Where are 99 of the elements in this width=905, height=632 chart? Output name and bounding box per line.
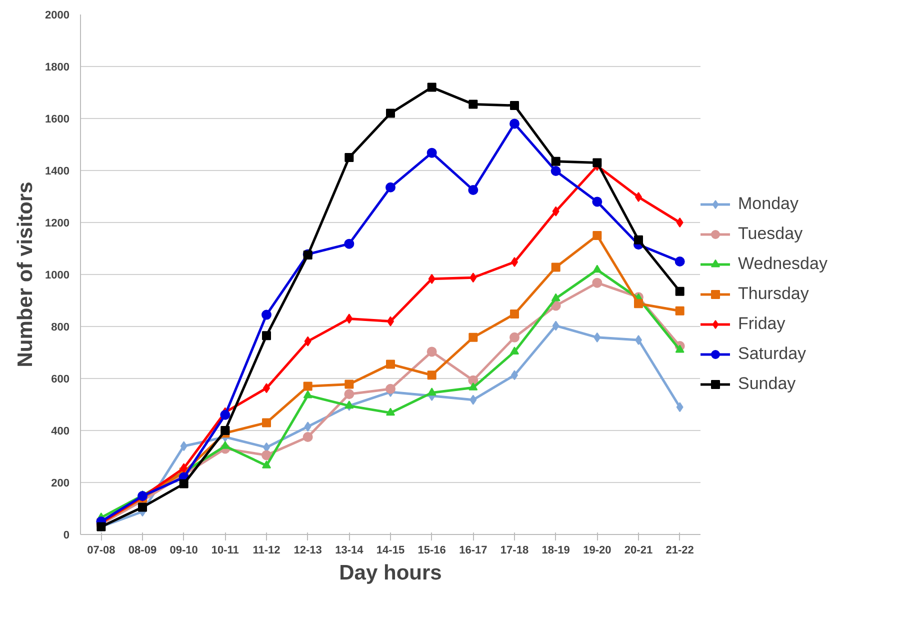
point <box>426 346 437 357</box>
point <box>346 314 353 324</box>
point <box>552 206 560 216</box>
point <box>676 218 684 228</box>
x-tick-label: 14-15 <box>376 544 405 556</box>
point <box>551 293 560 302</box>
point <box>675 344 684 353</box>
point <box>262 418 271 428</box>
point <box>510 332 520 342</box>
point <box>220 440 230 449</box>
y-tick-label: 600 <box>51 374 70 386</box>
point <box>180 463 188 474</box>
point <box>634 299 643 308</box>
point <box>594 332 601 342</box>
x-tick-label: 15-16 <box>418 544 446 556</box>
legend-label: Tuesday <box>738 224 803 244</box>
point <box>592 278 602 288</box>
y-tick-label: 0 <box>63 530 70 542</box>
point <box>344 238 354 249</box>
point <box>262 331 271 340</box>
legend-label: Thursday <box>738 284 809 304</box>
point <box>592 196 602 207</box>
y-tick-label: 400 <box>51 426 70 438</box>
legend-label: Wednesday <box>738 254 828 274</box>
point <box>510 118 520 129</box>
point <box>262 450 272 460</box>
x-tick-label: 08-09 <box>128 544 157 556</box>
point <box>386 408 395 416</box>
x-tick-label: 11-12 <box>252 544 280 556</box>
y-tick-label: 1000 <box>45 270 70 282</box>
x-tick-label: 07-08 <box>87 544 116 556</box>
x-tick-label: 12-13 <box>294 544 322 556</box>
point <box>386 360 395 369</box>
point <box>550 166 561 176</box>
point <box>262 310 272 320</box>
point <box>220 410 230 420</box>
point <box>510 346 519 355</box>
y-tick-label: 1400 <box>45 166 70 178</box>
point <box>592 158 602 168</box>
point <box>304 422 312 432</box>
legend-label: Sunday <box>738 374 796 394</box>
point <box>302 432 313 442</box>
point <box>304 336 312 346</box>
y-axis-title: Number of visitors <box>14 182 38 368</box>
legend-label: Saturday <box>738 344 806 364</box>
point <box>344 380 354 389</box>
point <box>551 262 560 272</box>
x-tick-label: 10-11 <box>211 544 239 556</box>
x-axis-title: Day hours <box>339 562 442 584</box>
point <box>468 382 478 390</box>
y-tick-label: 2000 <box>45 10 70 22</box>
point <box>510 101 519 110</box>
point <box>634 235 643 244</box>
point <box>386 182 396 192</box>
point <box>303 382 312 391</box>
point <box>386 108 395 118</box>
point <box>180 441 188 452</box>
point <box>426 148 437 158</box>
point <box>470 394 477 405</box>
x-tick-label: 20-21 <box>624 544 653 556</box>
point <box>674 256 685 266</box>
point <box>179 479 188 488</box>
point <box>468 332 478 342</box>
point <box>262 460 271 468</box>
point <box>468 185 478 195</box>
point <box>427 370 436 380</box>
point <box>386 384 396 394</box>
x-tick-label: 17-18 <box>500 544 529 556</box>
point <box>552 320 560 331</box>
point <box>344 389 354 400</box>
x-tick-label: 21-22 <box>666 544 694 556</box>
point <box>427 388 436 396</box>
point <box>138 502 147 512</box>
point <box>592 231 602 240</box>
point <box>675 286 684 296</box>
point <box>510 310 519 319</box>
point <box>551 156 560 166</box>
point <box>303 390 312 398</box>
x-tick-label: 19-20 <box>583 544 612 556</box>
x-tick-label: 09-10 <box>170 544 198 556</box>
point <box>468 100 478 109</box>
point <box>428 274 436 284</box>
x-tick-label: 18-19 <box>542 544 570 556</box>
point <box>470 272 477 283</box>
y-tick-label: 200 <box>51 478 70 490</box>
legend-label: Friday <box>738 314 786 334</box>
point <box>220 426 230 435</box>
point <box>592 264 602 273</box>
x-tick-label: 13-14 <box>335 544 364 556</box>
x-tick-label: 16-17 <box>459 544 488 556</box>
point <box>344 153 354 162</box>
legend-label: Monday <box>738 194 798 214</box>
point <box>675 306 684 316</box>
y-tick-label: 800 <box>51 322 70 334</box>
point <box>676 402 684 412</box>
y-tick-label: 1600 <box>45 114 70 126</box>
y-tick-label: 1800 <box>45 62 70 74</box>
point <box>427 82 436 92</box>
y-tick-label: 1200 <box>45 218 70 230</box>
